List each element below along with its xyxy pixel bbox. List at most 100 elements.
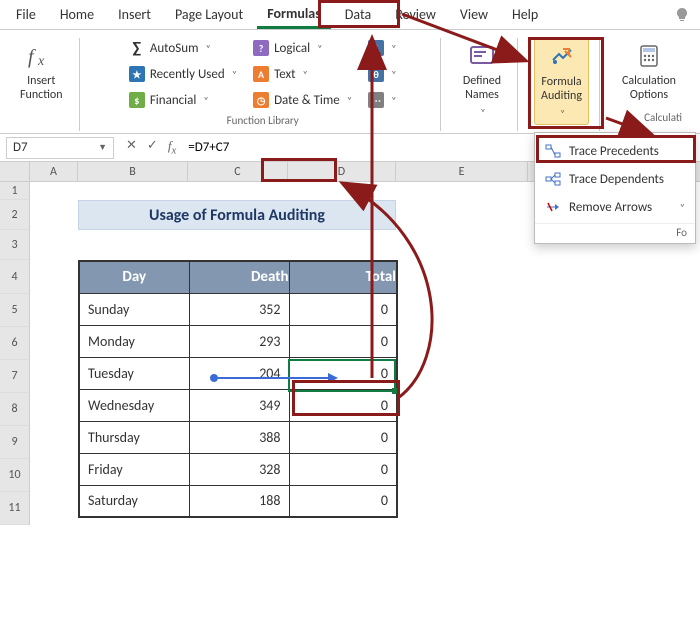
table-cell[interactable]: 0 [289, 325, 397, 357]
table-cell[interactable]: 328 [189, 453, 289, 485]
tab-view[interactable]: View [450, 2, 498, 27]
row-header[interactable]: 11 [0, 492, 30, 525]
calculation-options-button[interactable]: Calculation Options [616, 38, 682, 107]
financial-button[interactable]: $ Financial˅ [125, 90, 241, 110]
select-all-corner[interactable] [0, 162, 30, 181]
worksheet-title: Usage of Formula Auditing [78, 200, 396, 230]
table-cell[interactable]: 0 [289, 485, 397, 517]
trace-precedents-item[interactable]: Trace Precedents [535, 137, 695, 165]
chevron-down-icon: ˅ [205, 42, 210, 55]
recent-icon: ★ [129, 66, 145, 82]
table-cell[interactable]: 388 [189, 421, 289, 453]
chevron-down-icon: ˅ [391, 94, 396, 107]
insert-function-label: Insert Function [20, 74, 63, 103]
table-cell[interactable]: 188 [189, 485, 289, 517]
row-header[interactable]: 6 [0, 327, 30, 360]
chevron-down-icon: ˅ [560, 108, 565, 120]
trace-dependents-item[interactable]: Trace Dependents [535, 165, 695, 193]
row-header[interactable]: 4 [0, 260, 30, 294]
chevron-down-icon: ˅ [391, 42, 396, 55]
table-cell[interactable]: 352 [189, 293, 289, 325]
chevron-down-icon: ˅ [232, 68, 237, 81]
table-row: Wednesday3490 [79, 389, 397, 421]
lookup-icon: 🔍 [368, 40, 384, 56]
col-header-a[interactable]: A [30, 162, 78, 181]
formula-auditing-icon [546, 43, 578, 71]
table-cell[interactable]: 293 [189, 325, 289, 357]
table-row: Friday3280 [79, 453, 397, 485]
tab-file[interactable]: File [6, 2, 46, 27]
accept-icon[interactable]: ✓ [147, 138, 158, 157]
fx-icon[interactable]: fx [168, 138, 176, 157]
ribbon: fx Insert Function ∑ AutoSum˅ ★ Recently… [0, 30, 700, 134]
insert-function-button[interactable]: fx Insert Function [14, 38, 69, 107]
col-header-e[interactable]: E [396, 162, 528, 181]
formula-auditing-button[interactable]: Formula Auditing ˅ [534, 38, 589, 125]
chevron-down-icon: ˅ [391, 68, 396, 81]
chevron-down-icon: ˅ [203, 94, 208, 107]
name-box[interactable]: D7 ▼ [6, 137, 114, 159]
lookup-button[interactable]: 🔍˅ [364, 38, 400, 58]
table-cell[interactable]: Monday [79, 325, 189, 357]
cancel-icon[interactable]: ✕ [126, 138, 137, 157]
tab-review[interactable]: Review [385, 2, 446, 27]
table-cell[interactable]: Sunday [79, 293, 189, 325]
math-button[interactable]: θ˅ [364, 64, 400, 84]
table-header: Death [189, 261, 289, 293]
lightbulb-icon[interactable] [670, 3, 694, 27]
tab-formulas[interactable]: Formulas [257, 1, 331, 29]
row-header[interactable]: 2 [0, 200, 30, 230]
defined-names-button[interactable]: Defined Names ˅ [457, 38, 507, 123]
table-cell[interactable]: 0 [289, 421, 397, 453]
chevron-down-icon: ˅ [347, 94, 352, 107]
tab-insert[interactable]: Insert [108, 2, 161, 27]
table-cell[interactable]: Tuesday [79, 357, 189, 389]
tab-pagelayout[interactable]: Page Layout [165, 2, 253, 27]
row-header[interactable]: 7 [0, 360, 30, 393]
table-cell[interactable]: 0 [289, 293, 397, 325]
col-header-b[interactable]: B [78, 162, 188, 181]
chevron-down-icon: ˅ [680, 201, 685, 214]
table-cell[interactable]: Wednesday [79, 389, 189, 421]
trace-dependents-icon [545, 171, 561, 187]
svg-text:f: f [28, 46, 36, 68]
recently-used-button[interactable]: ★ Recently Used˅ [125, 64, 241, 84]
financial-icon: $ [129, 92, 145, 108]
col-header-c[interactable]: C [188, 162, 288, 181]
datetime-button[interactable]: ◷ Date & Time˅ [249, 90, 356, 110]
autosum-button[interactable]: ∑ AutoSum˅ [125, 38, 241, 58]
tab-bar: File Home Insert Page Layout Formulas Da… [0, 0, 700, 30]
text-button[interactable]: A Text˅ [249, 64, 356, 84]
row-headers: 1 2 3 4 5 6 7 8 9 10 11 [0, 182, 30, 525]
row-header[interactable]: 1 [0, 182, 30, 200]
table-cell[interactable]: 349 [189, 389, 289, 421]
table-cell[interactable]: Saturday [79, 485, 189, 517]
remove-arrows-item[interactable]: Remove Arrows ˅ [535, 193, 695, 221]
table-row: Sunday3520 [79, 293, 397, 325]
row-header[interactable]: 8 [0, 393, 30, 426]
trace-precedents-icon [545, 143, 561, 159]
function-library-group-label: Function Library [227, 114, 299, 127]
table-cell[interactable]: 0 [289, 389, 397, 421]
logical-button[interactable]: ? Logical˅ [249, 38, 356, 58]
chevron-down-icon: ▼ [98, 142, 107, 153]
chevron-down-icon: ˅ [303, 68, 308, 81]
row-header[interactable]: 5 [0, 294, 30, 327]
calculator-icon [633, 42, 665, 70]
col-header-d[interactable]: D [288, 162, 396, 181]
table-cell[interactable]: Friday [79, 453, 189, 485]
tab-help[interactable]: Help [502, 2, 548, 27]
table-header: Day [79, 261, 189, 293]
more-button[interactable]: ⋯˅ [364, 90, 400, 110]
formula-input[interactable] [182, 137, 322, 159]
row-header[interactable]: 9 [0, 426, 30, 459]
text-icon: A [253, 66, 269, 82]
row-header[interactable]: 3 [0, 230, 30, 260]
tracer-arrow [210, 372, 360, 384]
table-cell[interactable]: 0 [289, 453, 397, 485]
tab-home[interactable]: Home [50, 2, 104, 27]
remove-arrows-icon [545, 199, 561, 215]
table-cell[interactable]: Thursday [79, 421, 189, 453]
tab-data[interactable]: Data [335, 2, 381, 27]
row-header[interactable]: 10 [0, 459, 30, 492]
